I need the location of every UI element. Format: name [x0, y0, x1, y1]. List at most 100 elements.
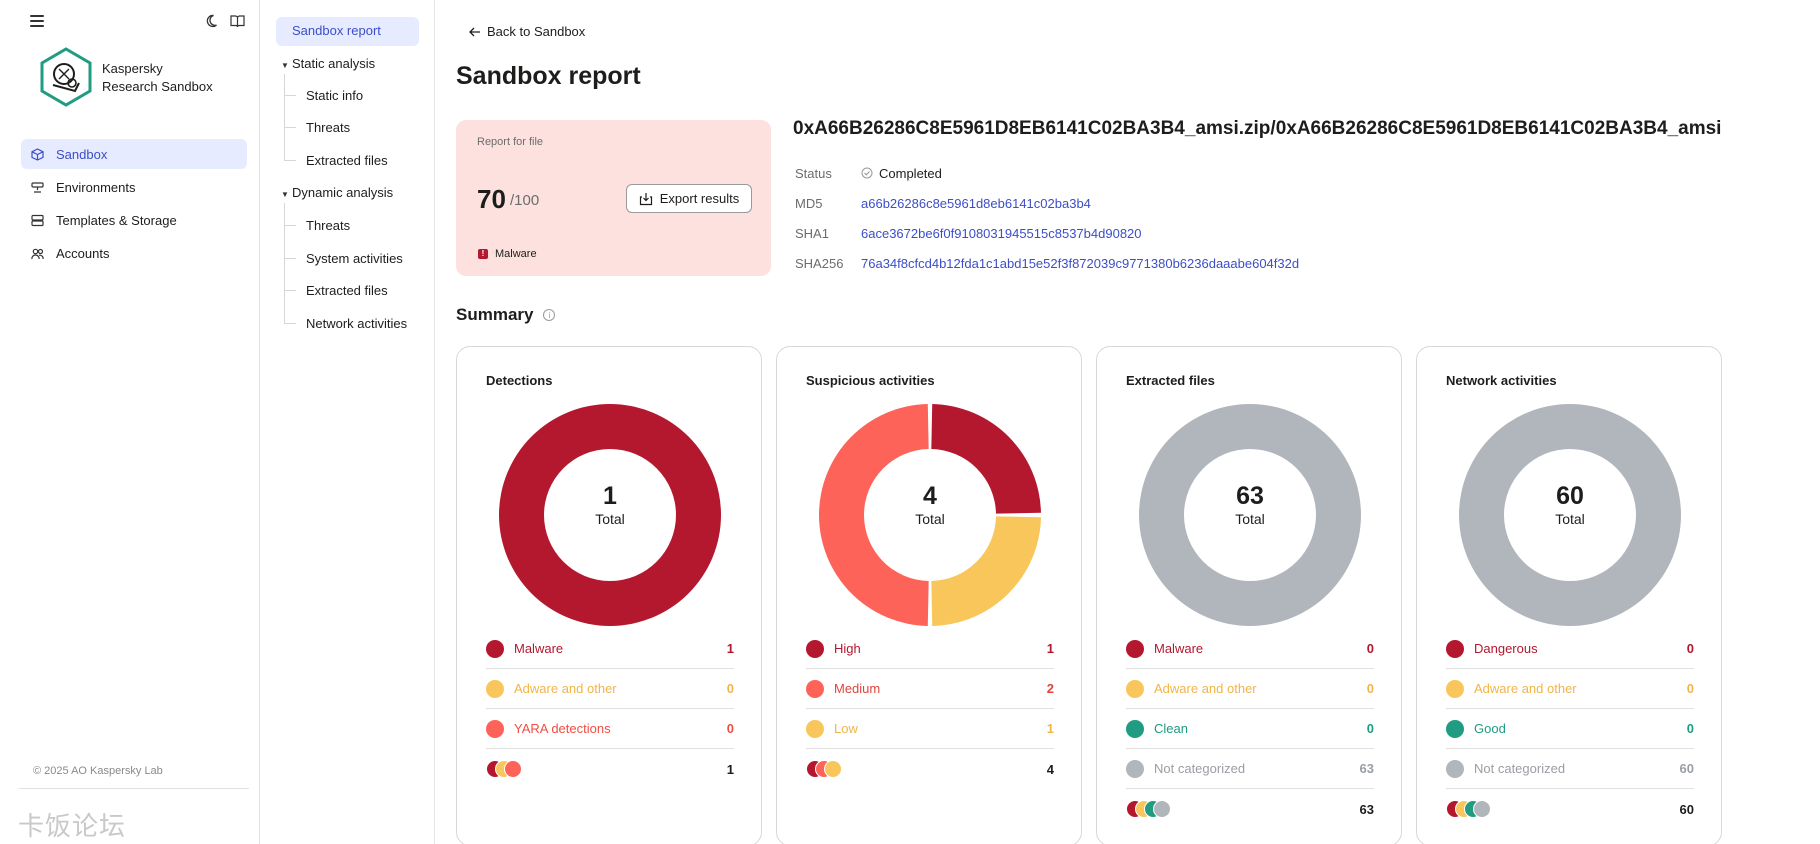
legend-label: High	[834, 641, 861, 656]
tree-branch	[284, 95, 296, 96]
donut-total-label: Total	[1555, 511, 1585, 527]
menu-icon[interactable]	[30, 14, 44, 28]
card-title: Suspicious activities	[806, 373, 935, 388]
legend: Malware 0 Adware and other 0 Clean 0 Not categ…	[1126, 629, 1374, 829]
nav-label-sandbox: Sandbox	[56, 146, 108, 162]
sha1-value[interactable]: 6ace3672be6f0f9108031945515c8537b4d90820	[861, 225, 1142, 241]
subnav-sandbox-report[interactable]: Sandbox report	[276, 17, 419, 46]
legend-row[interactable]: YARA detections 0	[486, 709, 734, 749]
legend-label: Clean	[1154, 721, 1188, 736]
kaspersky-logo-icon	[40, 47, 92, 107]
file-name: 0xA66B26286C8E5961D8EB6141C02BA3B4_amsi.…	[793, 118, 1722, 139]
legend-row[interactable]: Adware and other 0	[1126, 669, 1374, 709]
legend-dot	[1446, 639, 1464, 658]
sha256-value[interactable]: 76a34f8cfcd4b12fda1c1abd15e52f3f872039c9…	[861, 255, 1300, 271]
legend-label: Dangerous	[1474, 641, 1538, 656]
legend-label: Not categorized	[1474, 761, 1566, 776]
donut-slice[interactable]	[499, 404, 721, 626]
legend-total-count: 63	[1359, 801, 1374, 817]
donut-slice[interactable]	[931, 404, 1041, 514]
legend-row[interactable]: Clean 0	[1126, 709, 1374, 749]
info-icon[interactable]: i	[543, 309, 556, 321]
tree-branch	[284, 323, 296, 324]
legend-row[interactable]: Medium 2	[806, 669, 1054, 709]
legend-dot	[1446, 679, 1464, 698]
legend-row[interactable]: High 1	[806, 629, 1054, 669]
legend-total-row: 63	[1126, 789, 1374, 829]
legend-count: 1	[1046, 721, 1054, 736]
meta-row-md5: MD5 a66b26286c8e5961d8eb6141c02ba3b4	[795, 188, 1299, 218]
sidebar-toolbar	[30, 14, 245, 34]
legend-mini-dots	[486, 760, 727, 778]
legend-row[interactable]: Dangerous 0	[1446, 629, 1694, 669]
tree-branch	[284, 258, 296, 259]
legend-mini-dots	[806, 760, 1047, 778]
donut-slice[interactable]	[819, 404, 929, 626]
donut-total-value: 63	[1236, 482, 1264, 510]
back-to-sandbox-link[interactable]: Back to Sandbox	[469, 24, 585, 39]
legend-dot	[1126, 639, 1144, 658]
legend-count: 0	[1366, 721, 1374, 736]
verdict-label: Malware	[495, 248, 537, 260]
legend-count: 2	[1046, 681, 1054, 696]
card-suspicious-activities: Suspicious activities 4 Total High 1 Medium 2 L…	[776, 346, 1082, 844]
legend-row[interactable]: Low 1	[806, 709, 1054, 749]
card-title: Detections	[486, 373, 553, 388]
subnav-static-extracted-files[interactable]: Extracted files	[306, 153, 388, 168]
legend-count: 0	[1366, 681, 1374, 696]
nav-item-templates-storage[interactable]: Templates & Storage	[21, 205, 247, 235]
nav-item-environments[interactable]: Environments	[21, 172, 247, 202]
accounts-icon	[31, 248, 44, 259]
page-title: Sandbox report	[456, 62, 641, 90]
donut-total-value: 60	[1556, 482, 1584, 510]
nav-item-sandbox[interactable]: Sandbox	[21, 139, 247, 169]
subnav-network-activities[interactable]: Network activities	[306, 316, 408, 331]
main-content: Back to Sandbox Sandbox report Report fo…	[456, 0, 1820, 844]
donut-slice[interactable]	[931, 516, 1041, 626]
legend-row[interactable]: Not categorized 63	[1126, 749, 1374, 789]
report-for-file-label: Report for file	[477, 136, 544, 148]
caret-down-icon[interactable]: ▼	[281, 61, 289, 70]
subnav-static-threats[interactable]: Threats	[306, 120, 351, 135]
subnav-dynamic-analysis[interactable]: Dynamic analysis	[292, 185, 394, 200]
subnav-dynamic-extracted-files[interactable]: Extracted files	[306, 283, 388, 298]
nav-item-accounts[interactable]: Accounts	[21, 238, 247, 268]
summary-title-text: Summary	[456, 305, 534, 324]
legend-dot	[1126, 679, 1144, 698]
legend-row[interactable]: Adware and other 0	[486, 669, 734, 709]
md5-value[interactable]: a66b26286c8e5961d8eb6141c02ba3b4	[861, 195, 1091, 211]
report-subnav: Sandbox report ▼ Static analysis Static …	[260, 0, 435, 844]
download-icon	[639, 192, 652, 205]
legend-dot	[806, 639, 824, 658]
legend-label: Adware and other	[514, 681, 617, 696]
tree-line	[284, 203, 285, 323]
legend-row[interactable]: Malware 1	[486, 629, 734, 669]
donut-slice[interactable]	[1139, 404, 1361, 626]
card-title: Network activities	[1446, 373, 1557, 388]
meta-row-sha1: SHA1 6ace3672be6f0f9108031945515c8537b4d…	[795, 218, 1299, 248]
moon-icon[interactable]	[204, 14, 218, 28]
legend-row[interactable]: Good 0	[1446, 709, 1694, 749]
legend-row[interactable]: Malware 0	[1126, 629, 1374, 669]
score-card: Report for file 70 /100 Export results !…	[456, 120, 771, 276]
subnav-dynamic-threats[interactable]: Threats	[306, 218, 351, 233]
legend-count: 0	[1686, 681, 1694, 696]
brand-line-1: Kaspersky	[102, 61, 163, 76]
subnav-static-info[interactable]: Static info	[306, 88, 364, 103]
caret-down-icon[interactable]: ▼	[281, 190, 289, 199]
subnav-static-analysis[interactable]: Static analysis	[292, 56, 376, 71]
book-icon[interactable]	[230, 14, 245, 28]
export-results-button[interactable]: Export results	[626, 184, 752, 213]
donut-slice[interactable]	[1459, 404, 1681, 626]
legend-label: Adware and other	[1154, 681, 1257, 696]
legend-dot	[1126, 759, 1144, 778]
legend-count: 0	[726, 681, 734, 696]
legend-row[interactable]: Not categorized 60	[1446, 749, 1694, 789]
legend-row[interactable]: Adware and other 0	[1446, 669, 1694, 709]
subnav-system-activities[interactable]: System activities	[306, 251, 403, 266]
legend: Dangerous 0 Adware and other 0 Good 0 Not cate…	[1446, 629, 1694, 829]
legend-dot	[1446, 759, 1464, 778]
score-max: /100	[510, 192, 540, 209]
